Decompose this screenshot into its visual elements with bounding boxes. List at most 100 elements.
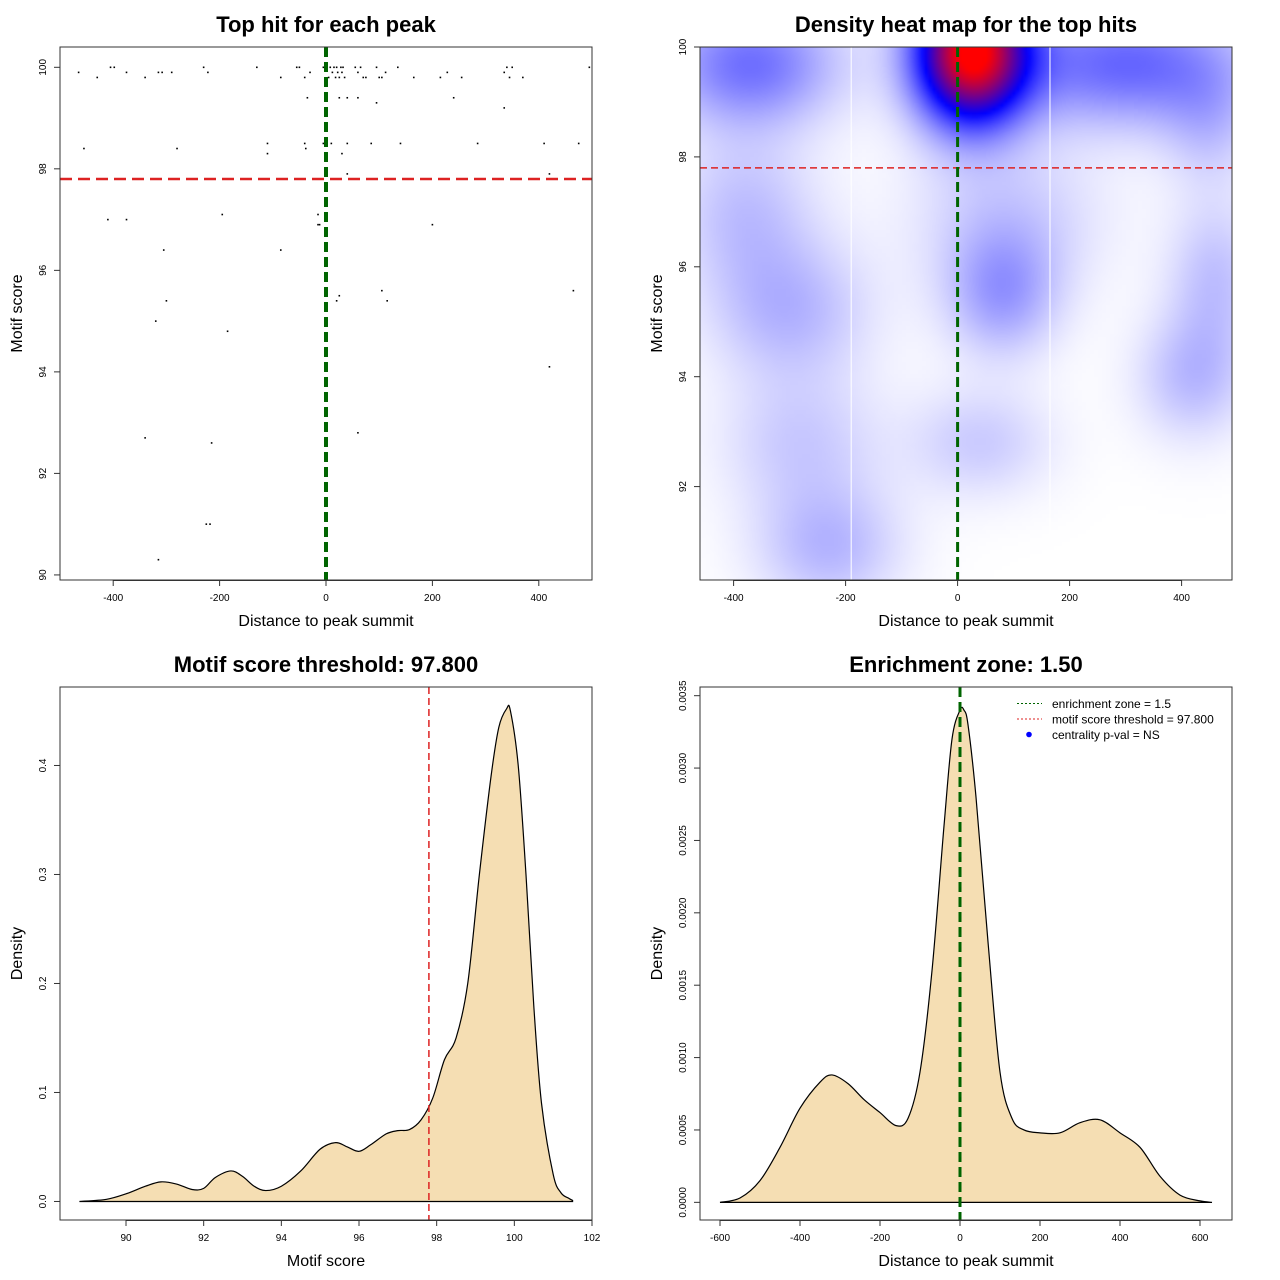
- scatter-point: [357, 96, 359, 99]
- scatter-point: [304, 147, 307, 150]
- density-point: [79, 1201, 80, 1202]
- scatter-point: [357, 431, 359, 434]
- scatter-point: [309, 71, 311, 74]
- scatter-point: [96, 76, 99, 79]
- scatter-point: [548, 366, 551, 368]
- scatter-point: [381, 289, 383, 292]
- y-tick-label: 0.1: [38, 1085, 49, 1099]
- scatter-point: [511, 66, 513, 69]
- scatter-point: [266, 142, 269, 145]
- x-tick-label: -400: [103, 593, 123, 604]
- density-point: [847, 1083, 848, 1084]
- y-tick-label: 0.0000: [678, 1187, 689, 1218]
- density-point: [455, 1037, 456, 1038]
- density-point: [987, 941, 988, 942]
- density-point: [432, 1097, 433, 1098]
- density-point: [525, 874, 526, 875]
- density-point: [1179, 1195, 1180, 1196]
- x-tick-label: -400: [724, 593, 744, 604]
- y-tick-label: 94: [678, 371, 689, 383]
- plot-area: [79, 687, 574, 1220]
- density-point: [779, 1147, 780, 1148]
- density-point: [506, 708, 507, 709]
- x-tick-label: 98: [431, 1233, 443, 1244]
- scatter-point: [176, 147, 178, 150]
- scatter-point: [397, 66, 399, 69]
- y-tick-label: 0.3: [38, 867, 49, 881]
- density-point: [533, 1005, 534, 1006]
- scatter-point: [399, 142, 402, 145]
- density-point: [739, 1197, 740, 1198]
- density-point: [125, 1193, 126, 1194]
- scatter-point: [125, 71, 128, 74]
- scatter-point: [125, 218, 128, 221]
- scatter-point: [303, 142, 306, 145]
- density-point: [553, 1174, 554, 1175]
- scatter-point: [338, 76, 341, 79]
- density-point: [931, 970, 932, 971]
- density-point: [975, 796, 976, 797]
- scatter-point: [306, 96, 309, 99]
- x-tick-label: 90: [120, 1233, 132, 1244]
- y-tick-label: 98: [678, 151, 689, 163]
- density-point: [951, 739, 952, 740]
- scatter-point: [340, 66, 342, 69]
- x-tick-label: 400: [1112, 1233, 1129, 1244]
- density-point: [1119, 1132, 1120, 1133]
- plot-area: [700, 47, 1232, 580]
- scatter-point: [362, 76, 365, 79]
- density-point: [281, 1186, 282, 1187]
- scatter-point: [346, 142, 349, 145]
- density-point: [799, 1108, 800, 1109]
- x-tick-label: 200: [424, 593, 441, 604]
- density-point: [831, 1074, 832, 1075]
- y-tick-label: 96: [38, 264, 49, 276]
- density-point: [919, 1071, 920, 1072]
- density-point: [254, 1186, 255, 1187]
- density-point: [518, 765, 519, 766]
- scatter-point: [322, 142, 325, 145]
- scatter-point: [588, 66, 591, 69]
- y-tick-label: 0.0010: [678, 1042, 689, 1073]
- y-tick-label: 98: [38, 163, 49, 175]
- plot-area: [60, 47, 592, 580]
- scatter-point: [577, 142, 580, 145]
- scatter-point: [503, 107, 506, 109]
- scatter-point: [375, 66, 378, 69]
- x-tick-label: 100: [506, 1233, 523, 1244]
- chart-title: Density heat map for the top hits: [795, 12, 1137, 37]
- scatter-point: [144, 76, 146, 79]
- scatter-point: [522, 76, 524, 79]
- density-point: [967, 724, 968, 725]
- density-point: [320, 1149, 321, 1150]
- x-axis-label: Distance to peak summit: [238, 613, 414, 630]
- x-tick-label: 92: [198, 1233, 210, 1244]
- x-tick-label: 400: [530, 593, 547, 604]
- scatter-point: [327, 76, 330, 79]
- scatter-point: [572, 289, 575, 292]
- density-point: [819, 1082, 820, 1083]
- y-tick-label: 0.0: [38, 1194, 49, 1208]
- scatter-point: [342, 66, 344, 69]
- y-tick-label: 0.0035: [678, 680, 689, 711]
- scatter-point: [370, 142, 373, 145]
- x-tick-label: -600: [710, 1233, 730, 1244]
- density-point: [1079, 1122, 1080, 1123]
- scatter-point: [279, 249, 282, 251]
- scatter-point: [460, 76, 463, 79]
- x-tick-label: 96: [353, 1233, 365, 1244]
- chart-title: Motif score threshold: 97.800: [174, 652, 478, 677]
- scatter-point: [162, 249, 165, 251]
- scatter-point: [144, 437, 146, 439]
- density-point: [1159, 1176, 1160, 1177]
- scatter-point: [209, 523, 211, 525]
- density-point: [467, 983, 468, 984]
- scatter-point: [226, 330, 229, 333]
- scatter-point: [375, 102, 378, 104]
- density-point: [963, 710, 964, 711]
- scatter-point: [384, 71, 387, 74]
- x-tick-label: 600: [1192, 1233, 1209, 1244]
- density-point: [1023, 1129, 1024, 1130]
- density-point: [397, 1130, 398, 1131]
